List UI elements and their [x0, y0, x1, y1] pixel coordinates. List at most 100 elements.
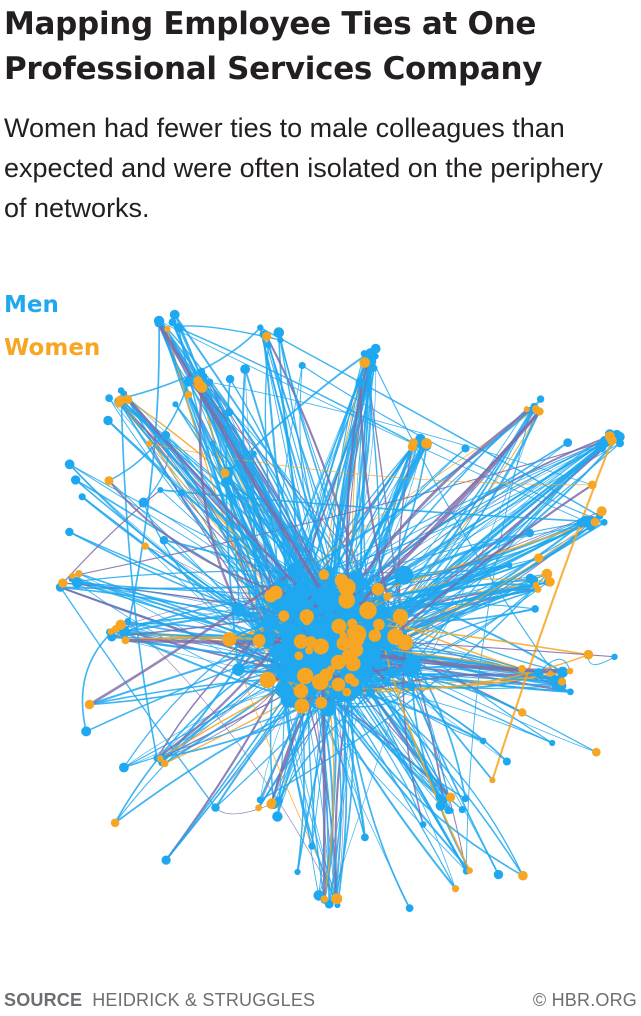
- woman-node: [592, 747, 601, 757]
- woman-node: [110, 818, 120, 828]
- man-node: [447, 807, 454, 814]
- woman-node: [160, 759, 169, 768]
- woman-node: [294, 698, 310, 714]
- woman-node: [368, 629, 382, 642]
- woman-node: [107, 628, 115, 635]
- network-graph: [55, 309, 625, 912]
- man-node: [240, 364, 251, 374]
- woman-node: [345, 656, 361, 672]
- woman-node: [305, 646, 314, 655]
- tie-line: [378, 624, 471, 871]
- woman-node: [338, 592, 356, 609]
- man-node: [157, 487, 164, 493]
- woman-node: [334, 620, 347, 633]
- woman-node: [359, 601, 377, 620]
- man-node: [600, 518, 608, 526]
- man-node: [272, 647, 283, 657]
- woman-node: [590, 517, 599, 527]
- woman-node: [349, 642, 364, 657]
- woman-node: [220, 468, 230, 478]
- man-node: [64, 459, 75, 470]
- man-node: [81, 726, 92, 737]
- woman-node: [547, 670, 554, 677]
- woman-node: [302, 616, 312, 626]
- man-node: [211, 803, 220, 812]
- man-node: [269, 662, 279, 672]
- woman-node: [518, 870, 528, 881]
- man-node: [197, 367, 206, 376]
- network-employees: [55, 309, 625, 912]
- man-node: [225, 374, 235, 384]
- man-node: [138, 497, 149, 508]
- woman-node: [383, 592, 392, 601]
- woman-node: [534, 553, 544, 563]
- woman-node: [331, 677, 346, 692]
- man-node: [78, 493, 86, 501]
- woman-node: [164, 326, 171, 333]
- woman-node: [141, 542, 149, 550]
- woman-node: [267, 798, 277, 808]
- man-node: [370, 364, 378, 372]
- tie-line: [88, 569, 296, 706]
- woman-node: [58, 578, 68, 588]
- woman-node: [451, 885, 460, 893]
- woman-node: [293, 634, 309, 649]
- man-node: [502, 757, 511, 766]
- woman-node: [349, 677, 360, 687]
- man-node: [611, 653, 618, 660]
- tie-line: [198, 387, 241, 611]
- woman-node: [331, 896, 339, 904]
- man-node: [183, 376, 194, 387]
- man-node: [275, 681, 292, 698]
- woman-node: [489, 777, 496, 784]
- man-node: [105, 394, 113, 402]
- man-node: [209, 440, 216, 447]
- woman-node: [121, 636, 130, 645]
- tie-line: [367, 641, 597, 753]
- man-node: [161, 855, 171, 865]
- man-node: [373, 659, 384, 670]
- tie-line: [363, 651, 571, 674]
- woman-node: [318, 569, 330, 580]
- woman-node: [317, 674, 327, 684]
- man-node: [103, 415, 113, 426]
- woman-node: [123, 395, 133, 405]
- man-node: [224, 408, 234, 417]
- woman-node: [557, 677, 567, 686]
- man-node: [405, 904, 414, 912]
- man-node: [283, 591, 300, 607]
- man-node: [563, 438, 573, 447]
- woman-node: [69, 572, 76, 579]
- man-node: [567, 688, 574, 696]
- man-node: [312, 626, 325, 639]
- woman-node: [583, 649, 594, 660]
- man-node: [290, 625, 303, 637]
- man-node: [363, 616, 375, 628]
- tie-line: [332, 692, 524, 877]
- woman-node: [606, 434, 613, 441]
- man-node: [386, 667, 398, 679]
- man-node: [493, 869, 504, 880]
- man-node: [369, 358, 377, 365]
- man-node: [372, 353, 379, 360]
- man-node: [536, 395, 545, 403]
- man-node: [525, 528, 534, 538]
- man-node: [287, 562, 303, 579]
- woman-node: [339, 631, 347, 640]
- man-node: [124, 618, 132, 625]
- tie-line: [62, 489, 161, 584]
- tie-line: [355, 681, 524, 876]
- man-node: [70, 475, 81, 485]
- tie-line: [229, 638, 451, 799]
- man-node: [479, 737, 487, 745]
- man-node: [169, 309, 180, 320]
- woman-node: [466, 867, 473, 874]
- chart-title: Mapping Employee Ties at One Professiona…: [4, 6, 543, 87]
- copyright: © HBR.ORG: [532, 990, 637, 1010]
- woman-node: [255, 804, 262, 812]
- man-node: [177, 489, 185, 497]
- man-node: [294, 868, 301, 876]
- woman-node: [346, 630, 365, 648]
- tie-line: [158, 320, 586, 522]
- man-node: [277, 336, 284, 344]
